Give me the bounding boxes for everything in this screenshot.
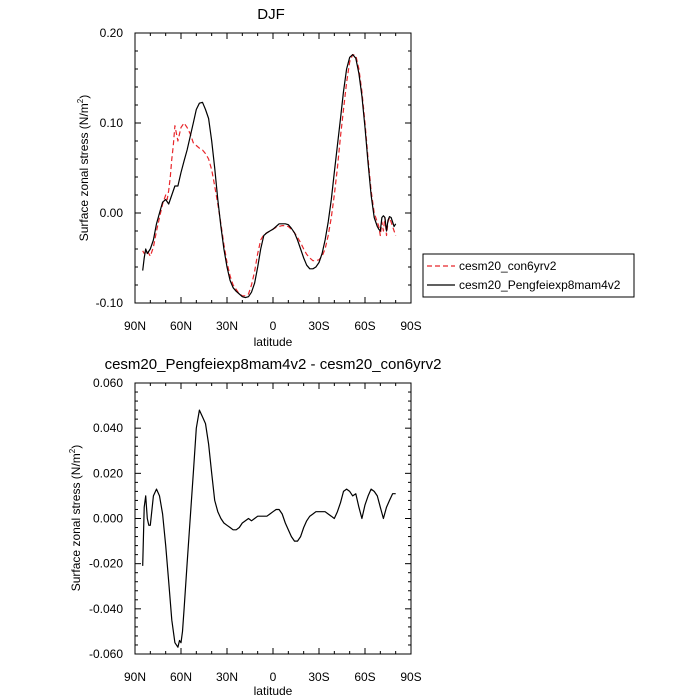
y-tick-label: -0.020 (89, 557, 123, 571)
y-tick-label: 0.20 (100, 26, 124, 40)
y-tick-label: 0.020 (93, 466, 123, 480)
x-tick-label: 0 (270, 670, 277, 684)
x-tick-label: 90S (400, 319, 421, 333)
y-axis-label-sup: 2 (68, 448, 77, 453)
x-axis-label: latitude (254, 684, 293, 698)
y-tick-label: -0.040 (89, 602, 123, 616)
chart-title: cesm20_Pengfeiexp8mam4v2 - cesm20_con6yr… (105, 356, 442, 373)
x-tick-label: 60N (170, 670, 192, 684)
series-line-series-0 (142, 409, 396, 648)
x-axis: 90N 60N 30N 0 30S 60S 90S (124, 383, 422, 684)
x-tick-label: 60N (170, 319, 192, 333)
series-group (142, 409, 396, 648)
x-tick-label: 90S (400, 670, 421, 684)
x-tick-label: 60S (354, 670, 375, 684)
y-tick-label: 0.040 (93, 421, 123, 435)
y-tick-label: 0.060 (93, 376, 123, 390)
x-axis: 90N 60N 30N 0 30S 60S 90S (124, 33, 422, 333)
y-tick-label: 0.00 (100, 206, 124, 220)
y-tick-label: 0.000 (93, 512, 123, 526)
x-tick-label: 30S (308, 319, 329, 333)
series-group (142, 53, 397, 299)
plot-frame (134, 32, 412, 304)
x-tick-label: 90N (124, 670, 146, 684)
x-tick-label: 30N (216, 670, 238, 684)
x-tick-label: 60S (354, 319, 375, 333)
y-axis-label-end: ) (77, 95, 91, 99)
x-tick-label: 30N (216, 319, 238, 333)
series-line-cesm20_Pengfeiexp8mam4v2 (142, 53, 397, 299)
y-axis-label-main: Surface zonal stress (N/m (77, 103, 91, 241)
panel-bottom: cesm20_Pengfeiexp8mam4v2 - cesm20_con6yr… (68, 356, 441, 698)
x-axis-label: latitude (254, 335, 293, 349)
legend-box (422, 253, 635, 298)
x-tick-label: 90N (124, 319, 146, 333)
y-tick-label: 0.10 (100, 116, 124, 130)
legend-label-control: cesm20_con6yrv2 (459, 259, 557, 273)
x-tick-label: 0 (270, 319, 277, 333)
y-axis-label-main: Surface zonal stress (N/m (69, 453, 83, 591)
x-tick-label: 30S (308, 670, 329, 684)
y-axis: -0.10 0.00 0.10 0.20 (96, 26, 411, 310)
legend-label-experiment: cesm20_Pengfeiexp8mam4v2 (459, 278, 621, 292)
y-axis-label-sup: 2 (76, 98, 85, 103)
y-axis-label: Surface zonal stress (N/m2) (76, 95, 91, 242)
y-axis-label-end: ) (69, 445, 83, 449)
plot-frame (134, 382, 412, 655)
panel-top: DJF -0.100.000.100.20 90N 60N 30N 0 30S 60S 90… (76, 6, 635, 349)
y-tick-label: -0.10 (96, 296, 124, 310)
y-axis-label: Surface zonal stress (N/m2) (68, 445, 83, 592)
chart-title: DJF (257, 6, 285, 23)
legend: cesm20_con6yrv2 cesm20_Pengfeiexp8mam4v2 (422, 253, 635, 298)
y-axis: -0.060 -0.040 -0.020 0.000 0.020 0.040 0.060 (89, 376, 411, 661)
y-tick-label: -0.060 (89, 647, 123, 661)
